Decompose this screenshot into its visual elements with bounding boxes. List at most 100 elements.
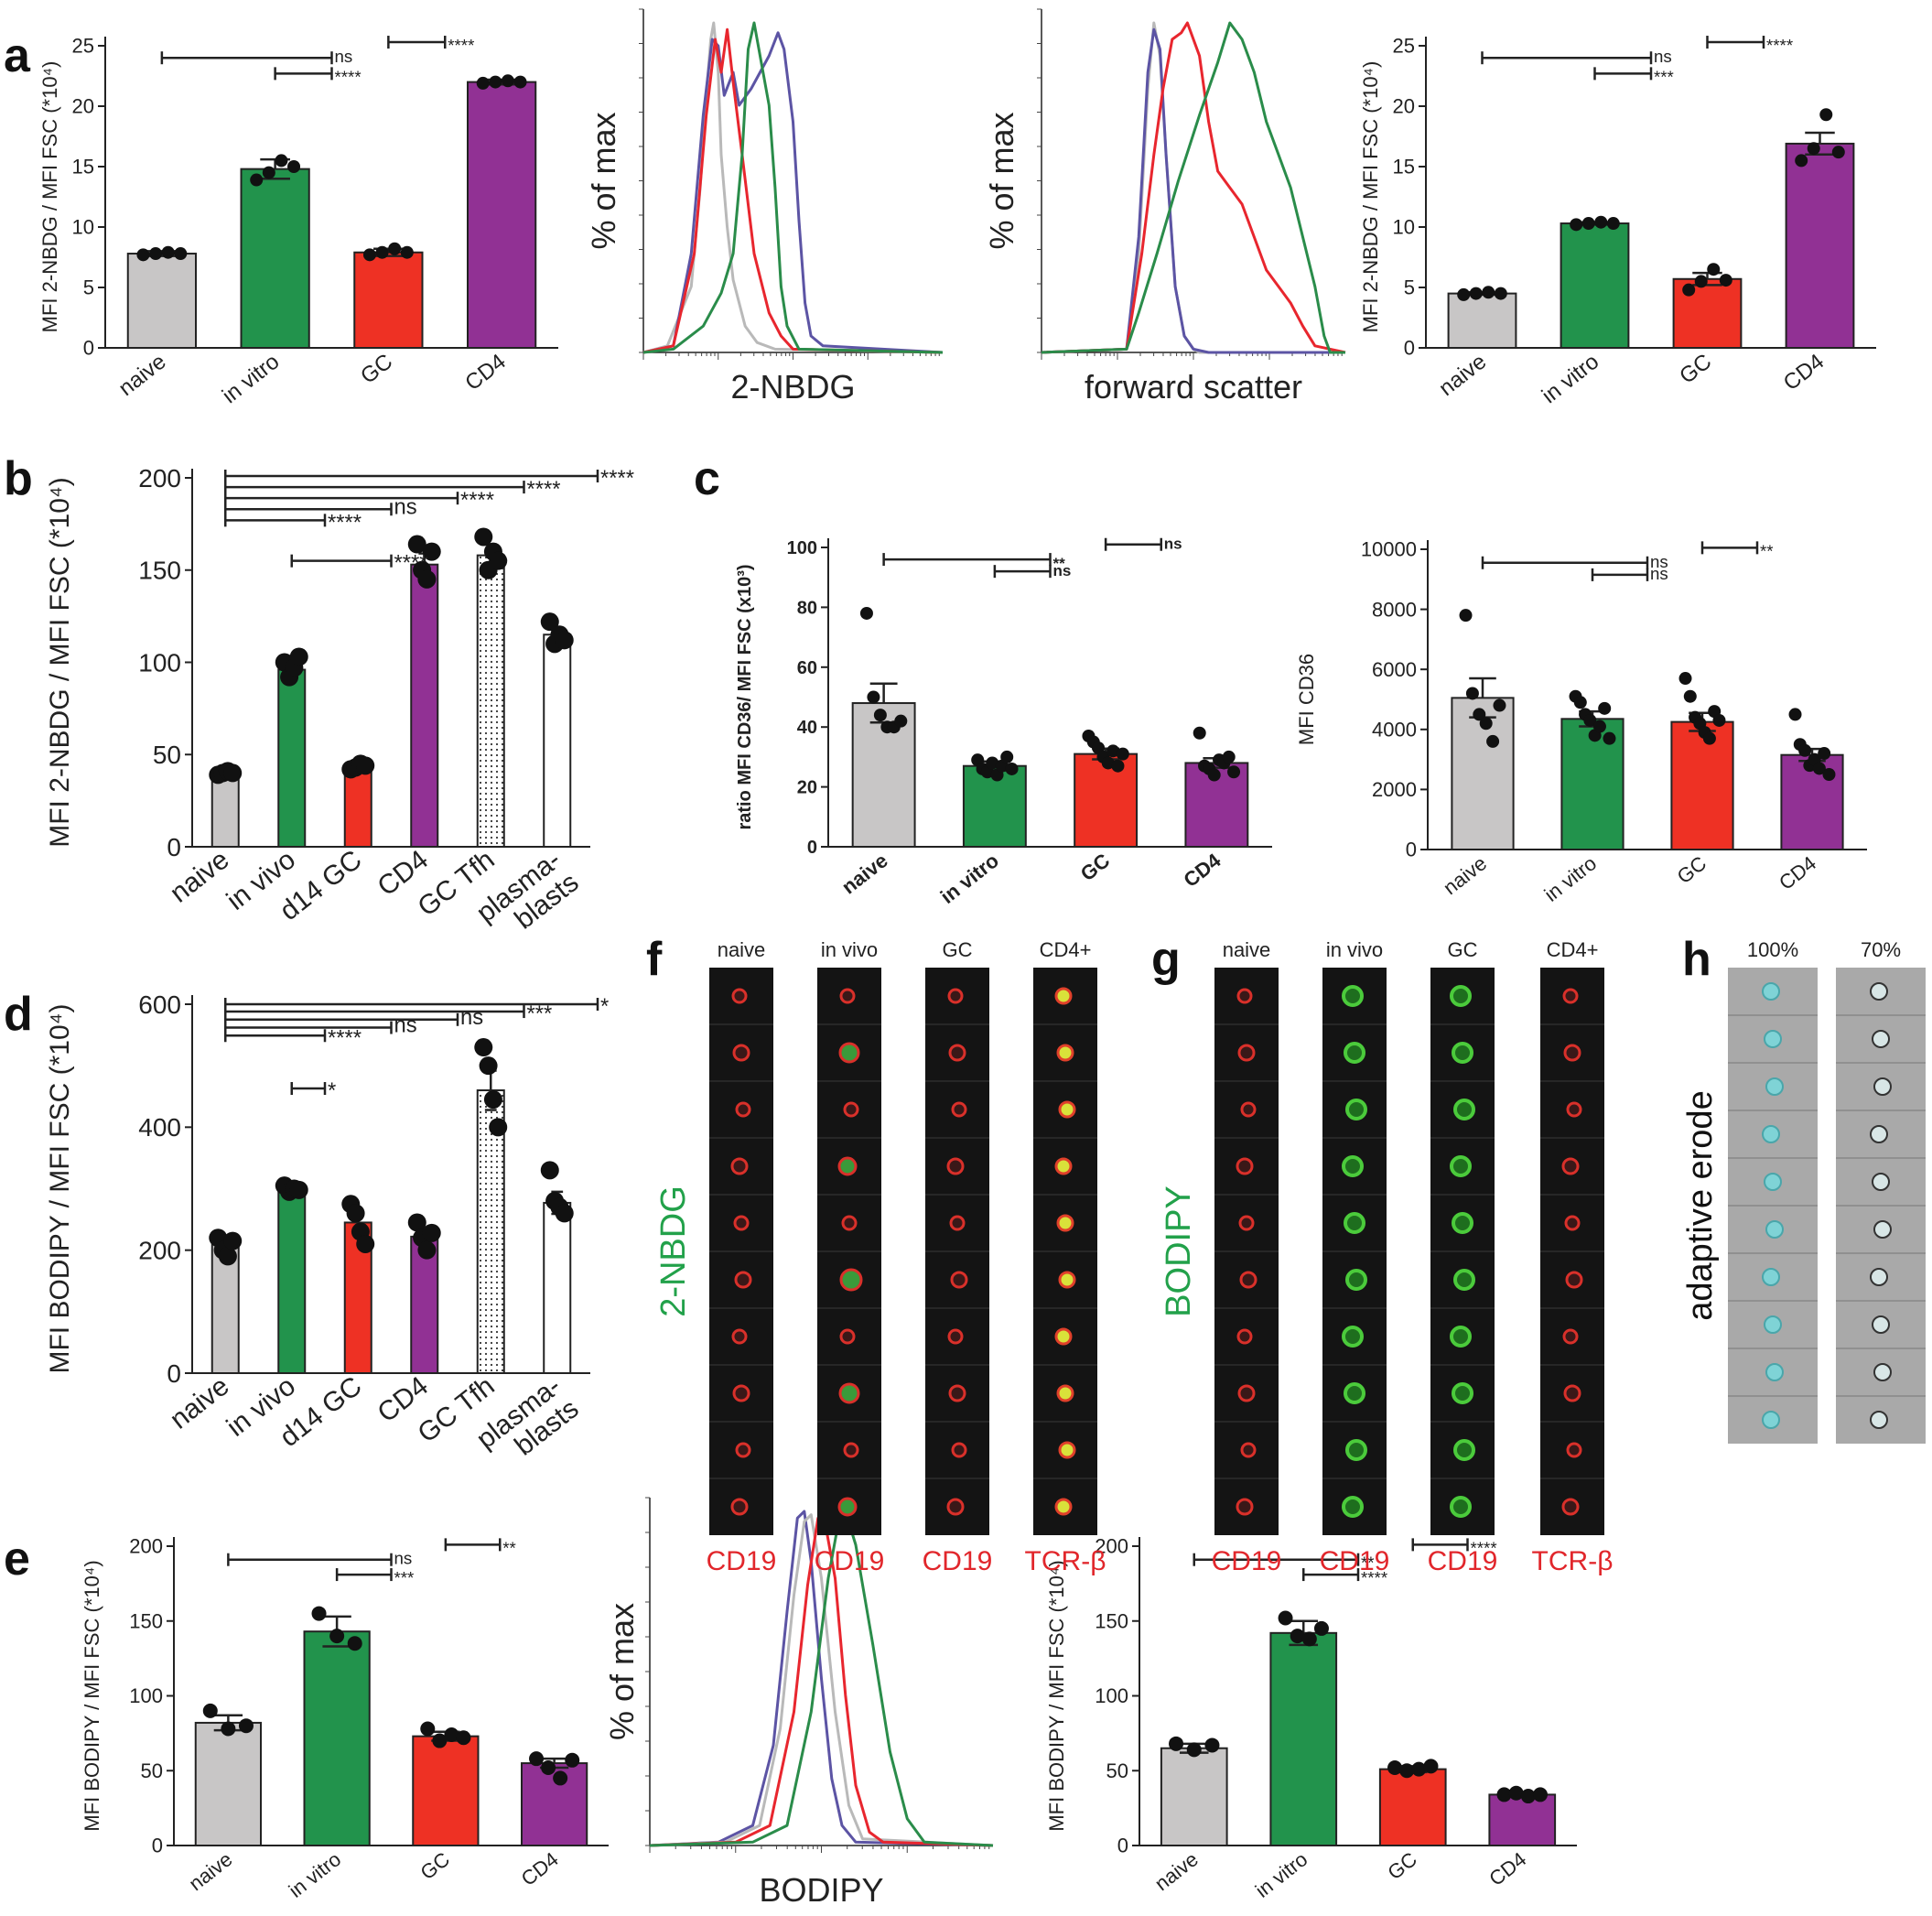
data-point [529,1751,545,1767]
data-point [489,75,502,89]
cell-image [735,1101,751,1118]
category-label-line: naive [837,849,892,898]
cell-image [951,1442,967,1458]
stain-label: CD19 [1212,1546,1282,1576]
significance-label: **** [460,488,494,513]
column-label: CD4+ [1040,938,1092,961]
significance-label: **** [328,1025,362,1050]
data-point [1005,762,1019,775]
histogram-green [1041,21,1345,354]
y-tick-label: 8000 [1372,598,1417,621]
data-point [420,1721,436,1737]
data-point [1399,1763,1415,1779]
data-point [1712,713,1726,727]
data-point [356,1234,375,1253]
y-tick-label: 0 [152,1835,163,1857]
data-point [1227,765,1241,779]
side-label: adaptive erode [1681,1090,1720,1320]
cell-image [1762,1411,1780,1429]
data-point [223,1231,243,1250]
category-label-line: CD4 [1484,1847,1530,1890]
cell-image [1762,982,1780,1001]
significance-label: **** [600,466,634,491]
data-point [894,714,908,728]
y-axis-label: % of max [603,1603,641,1740]
bar-e3-2 [1378,1768,1447,1846]
cell-image [731,1328,748,1345]
panel-letters: a b c d e f g h [4,29,1711,1586]
category-label-1: in vitro [285,1847,345,1902]
cell-image [841,1215,858,1231]
cell-image [1238,1215,1255,1231]
significance-label: ns [394,494,417,519]
y-axis-label: MFI 2-NBDG / MFI FSC (*10⁴) [45,477,75,848]
y-tick-label: 100 [129,1684,163,1707]
cell-image [1765,1220,1784,1239]
category-label-line: naive [1439,851,1491,899]
y-tick-label: 5 [1404,276,1415,299]
data-point [174,247,188,261]
significance-label: **** [1361,1568,1387,1587]
cell-image [1453,1099,1475,1120]
cell-image [730,1157,749,1175]
y-tick-label: 200 [129,1535,163,1558]
category-label-line: CD4 [1179,849,1225,892]
bar-a1-1 [240,168,310,349]
significance-label: ns [1654,47,1672,66]
histogram-green [642,21,944,354]
image-panel-f: naive CD19 in vivo CD19 GC CD19 CD4+ TCR-β 2-NBD… [654,938,1106,1576]
cell-image [1873,1220,1892,1239]
cell-image [1237,1044,1256,1062]
bar-a1-3 [467,81,537,349]
y-tick-label: 50 [141,1759,163,1782]
data-point [1290,1629,1305,1644]
stain-label: CD19 [815,1546,885,1576]
cell-image [1764,1030,1782,1048]
category-label-line: in vitro [936,849,1003,908]
category-label-line: CD4 [517,1847,563,1890]
data-point [1116,747,1129,761]
significance-label: **** [335,67,362,86]
data-point [456,1730,471,1746]
category-label-0: naive [837,849,892,898]
y-tick-label: 100 [138,648,181,677]
cell-image [1765,1363,1784,1381]
data-point [1702,731,1716,745]
data-point [540,612,559,632]
data-point [474,527,493,547]
cell-image [1452,1382,1473,1404]
data-point [1570,218,1583,232]
cell-image [1764,1315,1782,1334]
category-label-line: in vitro [1538,349,1603,408]
histogram-grey [649,1513,994,1847]
cell-image [1056,1384,1074,1402]
cell-image [1236,988,1253,1004]
data-point [1473,708,1486,721]
cell-image [1562,1328,1579,1345]
significance-label: ** [1760,541,1774,560]
chart-a1: 0 5 10 15 20 25 MFI 2-NBDG / MFI FSC (*10⁴) nai… [38,35,558,408]
category-label-line: GC [416,1847,454,1884]
category-label-3: CD4 [1775,851,1820,894]
category-label-0: naive [185,1847,237,1895]
cell-image [946,1157,965,1175]
data-point [479,1056,498,1076]
significance-label: **** [1766,36,1793,55]
cell-image [1561,1157,1580,1175]
data-point [1186,1742,1202,1758]
column-label: in vivo [1326,938,1383,961]
chart-a2: % of max 2-NBDG [585,8,944,406]
bar-a4-1 [1560,222,1630,349]
data-point [1682,283,1696,297]
y-tick-label: 10 [72,216,94,239]
y-tick-label: 15 [72,156,94,179]
data-point [1598,701,1612,715]
chart-c1: 0 20 40 60 80 100 ratio MFI CD36/ MFI FSC (x10… [735,536,1272,908]
cell-image [843,1101,859,1118]
stain-label: CD19 [1320,1546,1390,1576]
bar-e3-1 [1269,1631,1338,1846]
data-point [1469,287,1483,300]
data-point [287,160,301,173]
significance-label: ns [335,47,353,66]
